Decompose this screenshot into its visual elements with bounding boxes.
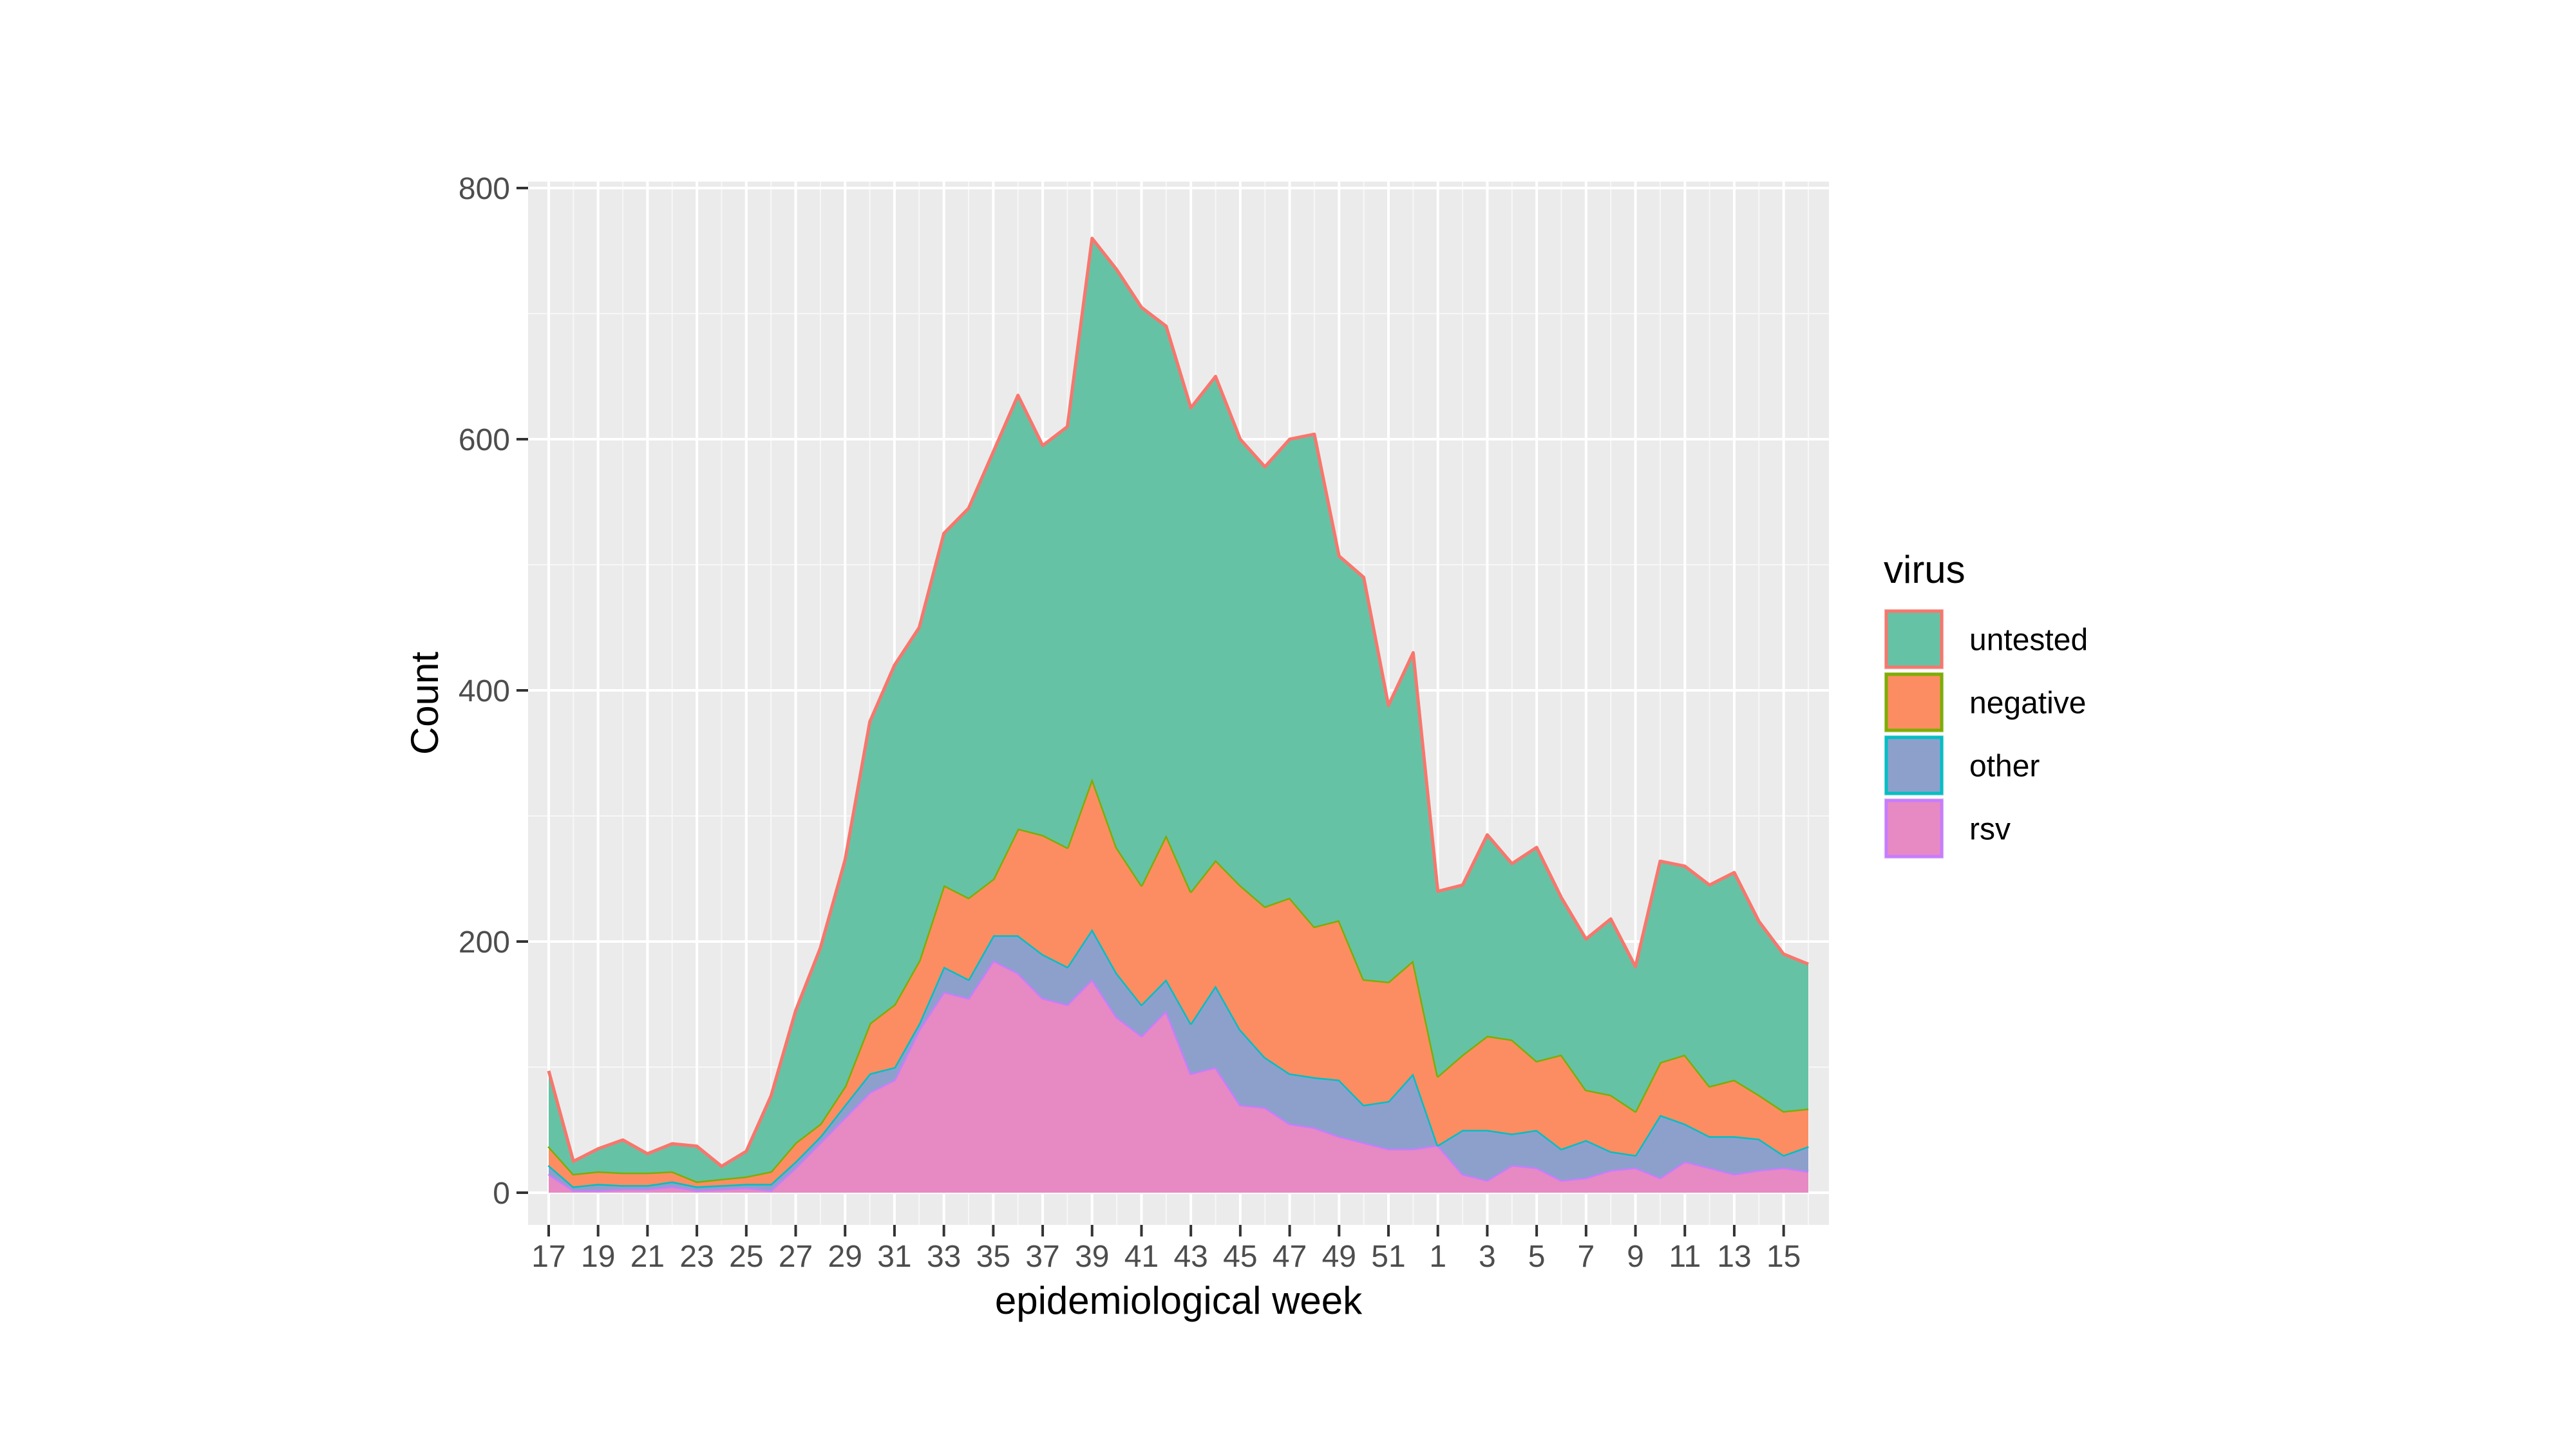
x-tick-label: 27: [779, 1240, 813, 1274]
legend-key-untested: [1884, 609, 1944, 669]
x-tick-label: 25: [729, 1240, 763, 1274]
x-tick-label: 37: [1025, 1240, 1059, 1274]
x-tick-label: 9: [1627, 1240, 1644, 1274]
legend-label-other: other: [1969, 750, 2040, 784]
legend-key-other: [1884, 735, 1944, 795]
x-tick-label: 51: [1371, 1240, 1405, 1274]
x-tick-label: 29: [828, 1240, 862, 1274]
y-tick-label: 600: [459, 423, 510, 457]
x-tick-label: 43: [1173, 1240, 1208, 1274]
y-tick-label: 0: [493, 1177, 510, 1211]
x-tick-label: 33: [927, 1240, 961, 1274]
y-axis-title: Count: [403, 652, 446, 755]
y-axis: 0 200 400 600 800: [459, 172, 528, 1211]
x-tick-label: 7: [1577, 1240, 1595, 1274]
x-tick-label: 19: [581, 1240, 615, 1274]
x-tick-label: 21: [630, 1240, 665, 1274]
x-tick-label: 1: [1429, 1240, 1446, 1274]
legend-label-rsv: rsv: [1969, 813, 2011, 847]
x-tick-label: 15: [1766, 1240, 1801, 1274]
x-tick-label: 47: [1273, 1240, 1307, 1274]
area-rsv: [549, 960, 1808, 1193]
x-axis: 17 19 21 23 25 27 29 31 33 35 37 39 41 43 45 47 49 51 1 3 5 7…: [531, 1225, 1801, 1274]
x-tick-label: 31: [877, 1240, 911, 1274]
y-tick-label: 800: [459, 172, 510, 206]
x-tick-label: 11: [1669, 1240, 1701, 1274]
legend-label-negative: negative: [1969, 687, 2086, 721]
area-negative: [549, 778, 1808, 1187]
x-tick-label: 45: [1223, 1240, 1257, 1274]
legend-key-negative: [1884, 672, 1944, 732]
legend-key-rsv: [1884, 799, 1944, 858]
x-tick-label: 5: [1528, 1240, 1546, 1274]
x-tick-label: 41: [1124, 1240, 1159, 1274]
x-tick-label: 35: [976, 1240, 1010, 1274]
legend-title: virus: [1884, 548, 1965, 591]
series-areas: [547, 236, 1809, 1193]
area-untested: [549, 238, 1808, 1182]
x-tick-label: 3: [1479, 1240, 1496, 1274]
y-tick-label: 200: [459, 925, 510, 960]
y-tick-label: 400: [459, 674, 510, 708]
x-tick-label: 49: [1322, 1240, 1356, 1274]
x-axis-title: epidemiological week: [995, 1279, 1363, 1322]
legend-label-untested: untested: [1969, 623, 2088, 658]
x-tick-label: 39: [1075, 1240, 1109, 1274]
x-tick-label: 17: [531, 1240, 565, 1274]
area-outline-untested: [547, 236, 1809, 1168]
x-tick-label: 23: [679, 1240, 714, 1274]
legend: virus untested negative other rsv: [1884, 548, 2088, 859]
x-tick-label: 13: [1717, 1240, 1751, 1274]
